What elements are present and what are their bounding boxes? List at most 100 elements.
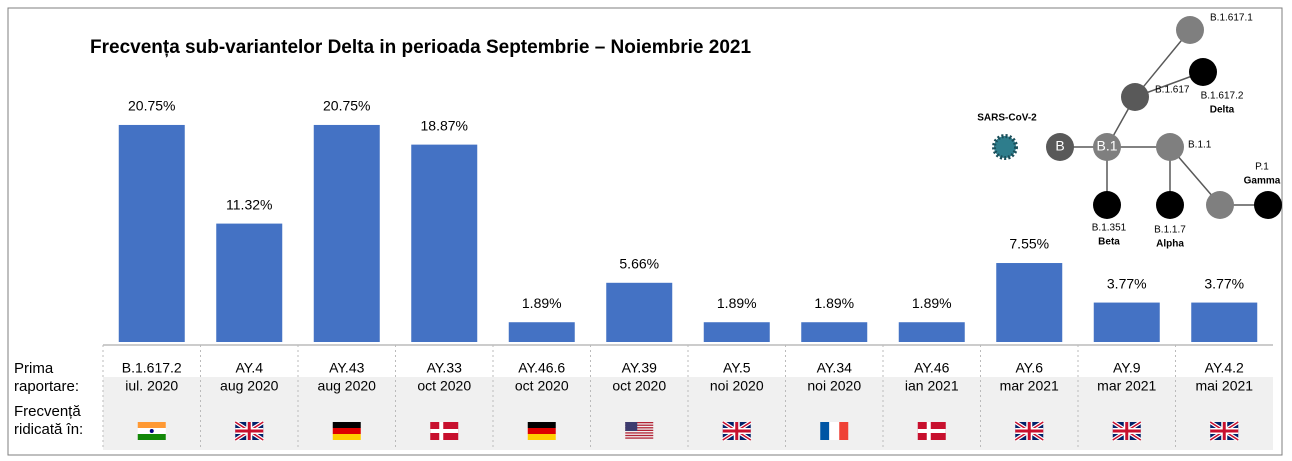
- flag: [1015, 422, 1043, 440]
- node-label: B.1.1.7: [1154, 225, 1186, 236]
- value-label: 1.89%: [717, 295, 757, 311]
- flag-part: [528, 428, 556, 434]
- first-report: oct 2020: [612, 378, 666, 394]
- flag: [820, 422, 848, 440]
- bar: [996, 263, 1062, 342]
- bar: [314, 125, 380, 342]
- bar: [801, 322, 867, 342]
- value-label: 1.89%: [912, 295, 952, 311]
- flag: [138, 422, 166, 440]
- x-tick-label: AY.33: [427, 360, 463, 376]
- tree-node: [1121, 83, 1149, 111]
- row-label: Prima: [14, 360, 54, 377]
- tree-node: [1254, 191, 1282, 219]
- flag-part: [625, 422, 637, 431]
- first-report: mar 2021: [1097, 378, 1156, 394]
- row-label: ridicată în:: [14, 421, 83, 438]
- flag-part: [723, 430, 751, 433]
- flag: [528, 422, 556, 440]
- x-tick-label: AY.6: [1015, 360, 1043, 376]
- tree-node: [1176, 16, 1204, 44]
- node-label: Alpha: [1156, 239, 1184, 250]
- node-label: Delta: [1210, 105, 1235, 116]
- x-tick-label: AY.4.2: [1205, 360, 1244, 376]
- flag-part: [150, 429, 154, 433]
- tree-node: [1156, 191, 1184, 219]
- node-label: B.1.617.1: [1210, 13, 1253, 24]
- flag-part: [820, 422, 829, 440]
- node-label: B: [1055, 138, 1064, 154]
- value-label: 11.32%: [226, 196, 272, 212]
- value-label: 1.89%: [814, 295, 854, 311]
- tree-node: [1156, 133, 1184, 161]
- x-tick-label: AY.34: [817, 360, 853, 376]
- flag-part: [829, 422, 839, 440]
- node-label: SARS-CoV-2: [977, 113, 1037, 124]
- value-label: 20.75%: [323, 98, 370, 114]
- flag-part: [625, 437, 653, 438]
- flag-part: [430, 429, 458, 433]
- x-tick-label: AY.46.6: [518, 360, 565, 376]
- x-tick-label: AY.9: [1113, 360, 1141, 376]
- flag-part: [1210, 430, 1238, 433]
- first-report: aug 2020: [220, 378, 279, 394]
- bar: [216, 224, 282, 342]
- flag-part: [528, 422, 556, 428]
- flag-part: [1015, 430, 1043, 433]
- flag-part: [333, 434, 361, 440]
- node-label: Beta: [1098, 237, 1120, 248]
- flag-part: [333, 428, 361, 434]
- tree-node: [1189, 58, 1217, 86]
- value-label: 7.55%: [1009, 236, 1049, 252]
- first-report: mar 2021: [1000, 378, 1059, 394]
- flag-part: [625, 432, 653, 433]
- node-label: P.1: [1255, 162, 1269, 173]
- bar: [119, 125, 185, 342]
- value-label: 5.66%: [619, 255, 659, 271]
- flag-part: [333, 422, 361, 428]
- flag: [430, 422, 458, 440]
- bar: [899, 322, 965, 342]
- tree-node: [1206, 191, 1234, 219]
- flag: [918, 422, 946, 440]
- virus-icon: [994, 136, 1016, 158]
- row-label: Frecvență: [14, 403, 81, 420]
- bar: [606, 283, 672, 342]
- node-label: B.1.351: [1092, 223, 1127, 234]
- node-label: B.1.617: [1155, 85, 1190, 96]
- tree-node: [1093, 191, 1121, 219]
- bar: [1191, 303, 1257, 342]
- first-report: ian 2021: [905, 378, 959, 394]
- flag-part: [625, 435, 653, 436]
- node-label: B.1.1: [1188, 140, 1212, 151]
- first-report: oct 2020: [417, 378, 471, 394]
- flag-part: [235, 430, 263, 433]
- flag-part: [138, 434, 166, 440]
- first-report: aug 2020: [318, 378, 377, 394]
- row-label: raportare:: [14, 378, 79, 395]
- first-report: oct 2020: [515, 378, 569, 394]
- flag-part: [839, 422, 848, 440]
- bar: [509, 322, 575, 342]
- node-label: B.1: [1096, 138, 1117, 154]
- x-tick-label: AY.43: [329, 360, 365, 376]
- bar: [704, 322, 770, 342]
- flag: [235, 422, 263, 440]
- chart: Frecvența sub-variantelor Delta in perio…: [0, 0, 1292, 461]
- x-tick-label: AY.5: [723, 360, 751, 376]
- page: {"chart_data": {"type": "bar", "title": …: [0, 0, 1292, 461]
- value-label: 3.77%: [1204, 275, 1244, 291]
- flag: [333, 422, 361, 440]
- first-report: iul. 2020: [125, 378, 178, 394]
- flag-part: [138, 422, 166, 428]
- first-report: noi 2020: [807, 378, 861, 394]
- bar: [411, 145, 477, 342]
- value-label: 1.89%: [522, 295, 562, 311]
- x-tick-label: AY.46: [914, 360, 950, 376]
- value-label: 3.77%: [1107, 275, 1147, 291]
- flag: [1113, 422, 1141, 440]
- flag: [723, 422, 751, 440]
- x-tick-label: AY.4: [235, 360, 263, 376]
- x-tick-label: AY.39: [622, 360, 658, 376]
- x-tick-label: B.1.617.2: [122, 360, 182, 376]
